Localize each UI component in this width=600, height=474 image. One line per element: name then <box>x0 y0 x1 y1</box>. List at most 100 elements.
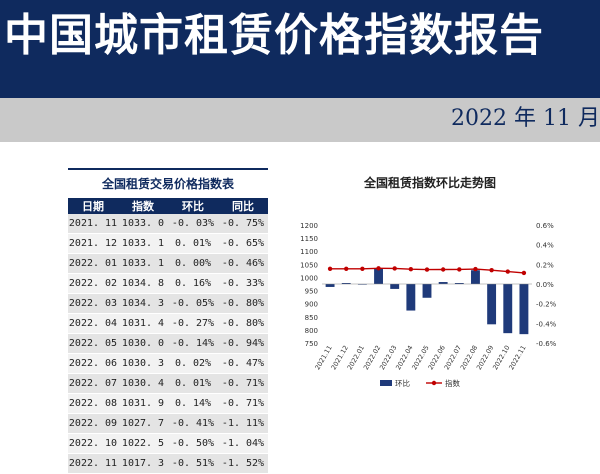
index-table: 日期 指数 环比 同比 2021. 11 1033. 0 -0. 03% -0. 75… <box>68 198 268 474</box>
cell-date: 2022. 01 <box>68 253 118 274</box>
cell-index: 1031. 9 <box>118 393 168 414</box>
legend-label-mom: 环比 <box>395 378 410 388</box>
table-row: 2022. 03 1034. 3 -0. 05% -0. 80% <box>68 293 268 314</box>
right-axis-tick-label: -0.6% <box>536 340 557 348</box>
left-axis-tick-label: 950 <box>305 288 318 296</box>
table-row: 2022. 06 1030. 3 0. 02% -0. 47% <box>68 353 268 374</box>
table-row: 2022. 05 1030. 0 -0. 14% -0. 94% <box>68 333 268 354</box>
cell-mom: 0. 16% <box>168 273 218 294</box>
cell-index: 1034. 8 <box>118 273 168 294</box>
cell-index: 1030. 3 <box>118 353 168 374</box>
cell-date: 2022. 04 <box>68 313 118 334</box>
cell-index: 1034. 3 <box>118 293 168 314</box>
left-axis-tick-label: 800 <box>305 327 318 335</box>
point-index <box>408 267 414 272</box>
cell-index: 1022. 5 <box>118 433 168 454</box>
cell-yoy: -1. 52% <box>218 453 268 474</box>
column-header-yoy: 同比 <box>218 198 268 214</box>
bar-mom <box>325 284 335 287</box>
point-index <box>473 266 478 272</box>
table-title: 全国租赁交易价格指数表 <box>68 168 268 198</box>
legend-swatch-mom <box>380 380 392 386</box>
column-header-mom: 环比 <box>168 198 218 214</box>
cell-mom: 0. 01% <box>168 373 218 394</box>
cell-index: 1017. 3 <box>118 453 168 474</box>
cell-date: 2022. 02 <box>68 273 118 294</box>
cell-yoy: -1. 04% <box>218 433 268 454</box>
cell-yoy: -0. 80% <box>218 313 268 334</box>
right-axis-tick-label: -0.4% <box>536 320 557 328</box>
cell-mom: -0. 50% <box>168 433 218 454</box>
report-date: 2022 年 11 月 <box>451 106 600 131</box>
table-row: 2022. 04 1031. 4 -0. 27% -0. 80% <box>68 313 268 334</box>
cell-index: 1030. 4 <box>118 373 168 394</box>
cell-index: 1033. 1 <box>118 233 168 254</box>
cell-index: 1033. 0 <box>118 214 168 234</box>
left-axis-tick-label: 900 <box>305 301 318 309</box>
cell-yoy: -0. 46% <box>218 253 268 274</box>
bar-mom <box>341 283 351 284</box>
cell-mom: 0. 14% <box>168 393 218 414</box>
cell-mom: -0. 51% <box>168 453 218 474</box>
table-row: 2022. 11 1017. 3 -0. 51% -1. 52% <box>68 453 268 474</box>
cell-mom: -0. 03% <box>168 214 218 234</box>
table-row: 2022. 10 1022. 5 -0. 50% -1. 04% <box>68 433 268 454</box>
cell-date: 2022. 07 <box>68 373 118 394</box>
column-header-date: 日期 <box>68 198 118 214</box>
cell-date: 2022. 09 <box>68 413 118 434</box>
point-index <box>392 266 397 271</box>
point-index <box>376 266 381 271</box>
cell-index: 1031. 4 <box>118 313 168 334</box>
table-header-row: 日期 指数 环比 同比 <box>68 198 268 214</box>
cell-date: 2022. 11 <box>68 453 118 474</box>
point-index <box>457 267 462 272</box>
right-axis-tick-label: 0.4% <box>536 242 554 250</box>
bar-mom <box>390 284 400 289</box>
point-index <box>505 269 510 274</box>
right-axis-tick-label: 0.2% <box>536 261 554 269</box>
right-axis-tick-label: 0.0% <box>536 281 554 289</box>
cell-yoy: -0. 80% <box>218 293 268 314</box>
bar-mom <box>471 270 480 284</box>
chart-title: 全国租赁指数环比走势图 <box>363 176 496 190</box>
point-index <box>360 266 365 271</box>
cell-mom: 0. 02% <box>168 353 218 374</box>
cell-yoy: -0. 47% <box>218 353 268 374</box>
left-axis-tick-label: 1100 <box>300 248 318 256</box>
bar-mom <box>503 284 513 334</box>
left-axis-tick-label: 1150 <box>300 235 318 243</box>
date-bar <box>0 98 600 142</box>
bar-mom <box>374 268 383 284</box>
cell-date: 2021. 11 <box>68 214 118 234</box>
bar-mom <box>487 284 497 325</box>
table-row: 2022. 09 1027. 7 -0. 41% -1. 11% <box>68 413 268 434</box>
cell-date: 2022. 10 <box>68 433 118 454</box>
cell-index: 1027. 7 <box>118 413 168 434</box>
header-banner: 中国城市租赁价格指数报告 <box>0 0 600 98</box>
table-row: 2021. 12 1033. 1 0. 01% -0. 65% <box>68 233 268 254</box>
cell-yoy: -0. 94% <box>218 333 268 354</box>
column-header-index: 指数 <box>118 198 168 214</box>
table-row: 2021. 11 1033. 0 -0. 03% -0. 75% <box>68 214 268 234</box>
cell-index: 1033. 1 <box>118 253 168 274</box>
cell-yoy: -1. 11% <box>218 413 268 434</box>
left-axis-tick-label: 1000 <box>300 274 318 282</box>
cell-mom: -0. 14% <box>168 333 218 354</box>
mom-trend-chart: 750 800 850 900 950 1000 1050 1100 1150 1200 -0.6%… <box>300 222 557 388</box>
cell-mom: -0. 27% <box>168 313 218 334</box>
cell-date: 2022. 03 <box>68 293 118 314</box>
point-index <box>344 266 349 271</box>
bar-mom <box>454 283 464 284</box>
right-axis-tick-label: 0.6% <box>536 222 554 230</box>
report-title: 中国城市租赁价格指数报告 <box>4 10 544 61</box>
bar-mom <box>406 284 416 311</box>
table-row: 2022. 02 1034. 8 0. 16% -0. 33% <box>68 273 268 294</box>
cell-yoy: -0. 65% <box>218 233 268 254</box>
table-row: 2022. 01 1033. 1 0. 00% -0. 46% <box>68 253 268 274</box>
legend-marker-index <box>431 380 437 386</box>
right-axis-tick-label: -0.2% <box>536 301 557 309</box>
cell-yoy: -0. 71% <box>218 373 268 394</box>
point-index <box>489 267 494 273</box>
cell-mom: -0. 05% <box>168 293 218 314</box>
point-index <box>521 270 527 276</box>
